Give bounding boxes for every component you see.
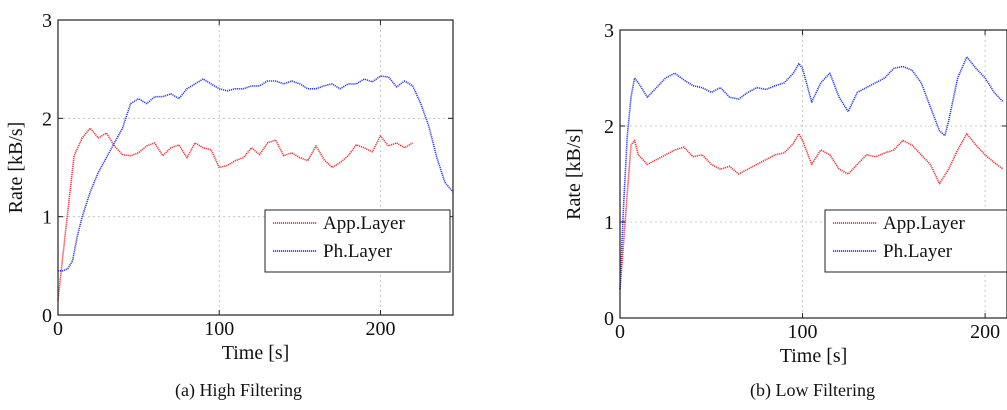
y-axis-label: Rate [kB/s] bbox=[563, 128, 585, 220]
x-axis-label: Time [s] bbox=[780, 345, 848, 367]
y-tick-label: 1 bbox=[42, 207, 52, 229]
y-tick-label: 0 bbox=[42, 305, 52, 327]
caption-b: (b) Low Filtering bbox=[750, 380, 875, 400]
y-tick-label: 3 bbox=[604, 20, 614, 42]
y-tick-label: 0 bbox=[604, 308, 614, 330]
x-tick-label: 0 bbox=[53, 318, 63, 340]
legend: App.Layer Ph.Layer bbox=[264, 209, 451, 273]
x-tick-label: 200 bbox=[365, 318, 395, 340]
y-axis-label: Rate [kB/s] bbox=[5, 122, 27, 214]
x-tick-label: 100 bbox=[788, 321, 818, 343]
legend: App.Layer Ph.Layer bbox=[824, 209, 1007, 273]
x-axis-label: Time [s] bbox=[222, 342, 290, 364]
chart-high-filtering: 0 100 200 0 1 2 3 Time [s] Rate [kB/s] App.Layer P… bbox=[5, 10, 454, 364]
plot-area bbox=[620, 30, 1007, 318]
plot-frame bbox=[57, 19, 454, 316]
series-line-ph-layer bbox=[58, 75, 454, 272]
x-tick-label: 0 bbox=[615, 321, 625, 343]
chart-low-filtering: 0 100 200 0 1 2 3 Time [s] Rate [kB/s] App.Layer P… bbox=[563, 20, 1007, 367]
x-tick-label: 100 bbox=[204, 318, 234, 340]
legend-label: App.Layer bbox=[883, 213, 965, 234]
caption-a: (a) High Filtering bbox=[175, 380, 302, 400]
figure-panel-a: 0 100 200 0 1 2 3 Time [s] Rate [kB/s] App.Layer P… bbox=[0, 0, 470, 410]
y-tick-label: 3 bbox=[42, 10, 52, 32]
plot-frame bbox=[619, 29, 1007, 319]
series-line-ph-layer bbox=[619, 56, 1004, 290]
y-tick-label: 1 bbox=[604, 212, 614, 234]
legend-box bbox=[824, 209, 1007, 273]
legend-box bbox=[264, 209, 451, 273]
figure-panel-b: 0 100 200 0 1 2 3 Time [s] Rate [kB/s] App.Layer P… bbox=[560, 0, 1007, 410]
legend-label: Ph.Layer bbox=[883, 241, 953, 262]
legend-label: App.Layer bbox=[323, 213, 405, 234]
y-tick-label: 2 bbox=[42, 108, 52, 130]
x-tick-label: 200 bbox=[970, 321, 1000, 343]
y-tick-label: 2 bbox=[604, 116, 614, 138]
series-line-app-layer bbox=[57, 127, 414, 301]
legend-label: Ph.Layer bbox=[323, 241, 393, 262]
